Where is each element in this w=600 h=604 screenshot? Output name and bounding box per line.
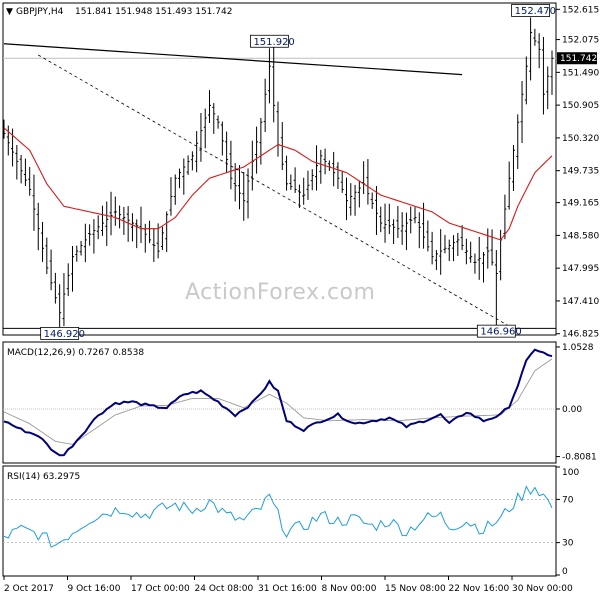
macd-group: 1.0528 0.00 -0.8081 xyxy=(3,343,597,463)
price-tick-label: 150.905 xyxy=(562,101,599,111)
price-lines xyxy=(3,43,553,327)
macd-line xyxy=(3,348,553,457)
price-axis: 152.615 152.075 151.490 150.905 150.320 149.7… xyxy=(556,5,599,340)
price-annotation-label: 152.470 xyxy=(515,6,556,17)
rsi-tick-label: 0 xyxy=(562,567,568,577)
price-annotation-box xyxy=(40,326,80,340)
rsi-line xyxy=(3,485,553,548)
x-tick-label: 8 Nov 00:00 xyxy=(322,584,377,594)
trendline-dashed xyxy=(38,54,510,327)
x-tick-label: 17 Oct 00:00 xyxy=(131,584,190,594)
x-tick-label: 15 Nov 08:00 xyxy=(385,584,446,594)
price-tick-label: 147.995 xyxy=(562,264,599,274)
price-tick-label: 147.410 xyxy=(562,297,599,307)
price-grid xyxy=(3,57,556,329)
macd-tick-label: 1.0528 xyxy=(562,343,594,353)
macd-title: MACD(12,26,9) 0.7267 0.8538 xyxy=(7,348,144,358)
price-annotation-box xyxy=(476,324,516,338)
price-tick-label: 149.165 xyxy=(562,199,599,209)
current-price-box xyxy=(557,52,597,65)
chart-title-icon: ▼ xyxy=(6,7,13,17)
price-annotations: 146.920 151.920 146.960 152.470 xyxy=(40,4,556,340)
rsi-title: RSI(14) 63.2975 xyxy=(7,472,80,482)
macd-tick-label: 0.00 xyxy=(562,405,582,415)
price-annotation-label: 146.960 xyxy=(480,327,521,338)
price-tick-label: 150.320 xyxy=(562,134,599,144)
chart-ohlc: 151.841 151.948 151.493 151.742 xyxy=(75,7,232,17)
macd-tick-label: -0.8081 xyxy=(562,453,597,463)
rsi-tick-label: 100 xyxy=(562,468,579,478)
x-tick-label: 31 Oct 16:00 xyxy=(258,584,317,594)
price-annotation-label: 151.920 xyxy=(253,37,294,48)
price-annotation-box xyxy=(511,4,550,17)
macd-panel-frame xyxy=(2,341,557,464)
price-tick-label: 149.735 xyxy=(562,167,599,177)
chart-symbol: GBPJPY,H4 xyxy=(16,7,64,17)
price-annotation-box xyxy=(250,34,289,48)
x-axis: 2 Oct 2017 9 Oct 16:00 17 Oct 00:00 24 Oct … xyxy=(3,576,573,594)
moving-average-line xyxy=(3,127,553,241)
price-tick-label: 151.490 xyxy=(562,68,599,78)
x-tick-label: 2 Oct 2017 xyxy=(4,584,54,594)
rsi-tick-label: 70 xyxy=(562,495,574,505)
x-tick-label: 9 Oct 16:00 xyxy=(68,584,121,594)
x-tick-label: 24 Oct 08:00 xyxy=(195,584,254,594)
x-tick-label: 22 Nov 16:00 xyxy=(449,584,510,594)
price-annotation-label: 146.920 xyxy=(44,329,85,340)
price-tick-label: 152.075 xyxy=(562,36,599,46)
x-tick-label: 30 Nov 00:00 xyxy=(512,584,573,594)
watermark: ActionForex.com xyxy=(185,280,375,305)
rsi-group: 100 70 30 0 xyxy=(3,466,579,577)
rsi-tick-label: 30 xyxy=(562,539,574,549)
current-price-label: 151.742 xyxy=(560,54,597,64)
price-tick-label: 148.580 xyxy=(562,231,599,241)
price-tick-label: 146.825 xyxy=(562,330,599,340)
rsi-panel-frame xyxy=(2,465,557,577)
trendline-solid xyxy=(3,43,463,76)
price-tick-label: 152.615 xyxy=(562,5,599,15)
